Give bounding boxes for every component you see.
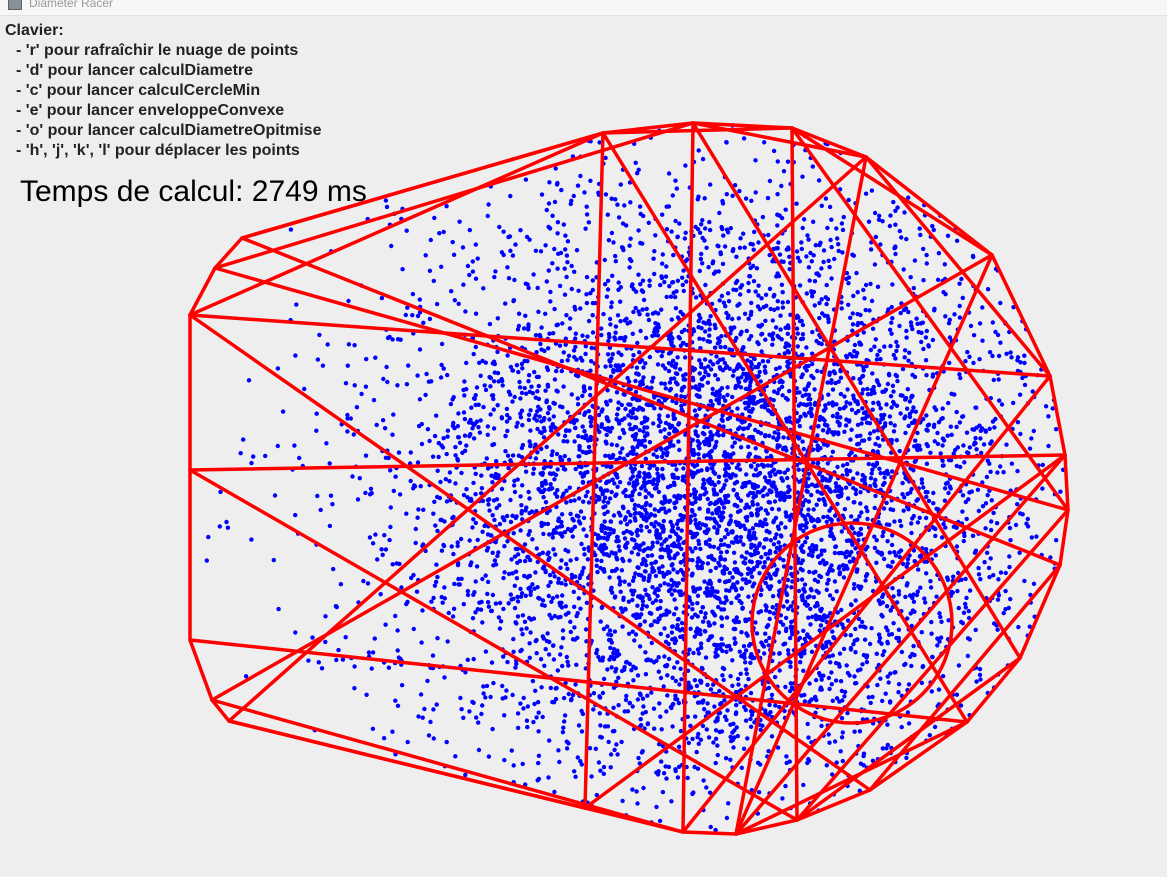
help-item-r: - 'r' pour rafraîchir le nuage de points [16,42,299,59]
computation-time-unit: ms [326,175,367,208]
app-icon [8,0,22,10]
hull-lines [188,121,1070,836]
help-item-d: - 'd' pour lancer calculDiametre [16,62,254,79]
computation-time-value: 2749 [251,175,319,208]
window-title: Diameter Racer [29,0,114,10]
title-bar[interactable]: Diameter Racer [0,0,1167,16]
drawing-canvas[interactable] [0,16,1167,877]
help-item-e: - 'e' pour lancer enveloppeConvexe [16,102,285,119]
help-item-move: - 'h', 'j', 'k', 'l' pour déplacer les p… [16,142,300,159]
computation-time: Temps de calcul: 2749 ms [20,175,367,209]
keyboard-help: Clavier: - 'r' pour rafraîchir le nuage … [5,21,321,161]
help-item-c: - 'c' pour lancer calculCercleMin [16,82,261,99]
help-item-o: - 'o' pour lancer calculDiametreOpitmise [16,122,322,139]
computation-time-label: Temps de calcul: [20,175,244,208]
help-heading: Clavier: [5,22,64,39]
